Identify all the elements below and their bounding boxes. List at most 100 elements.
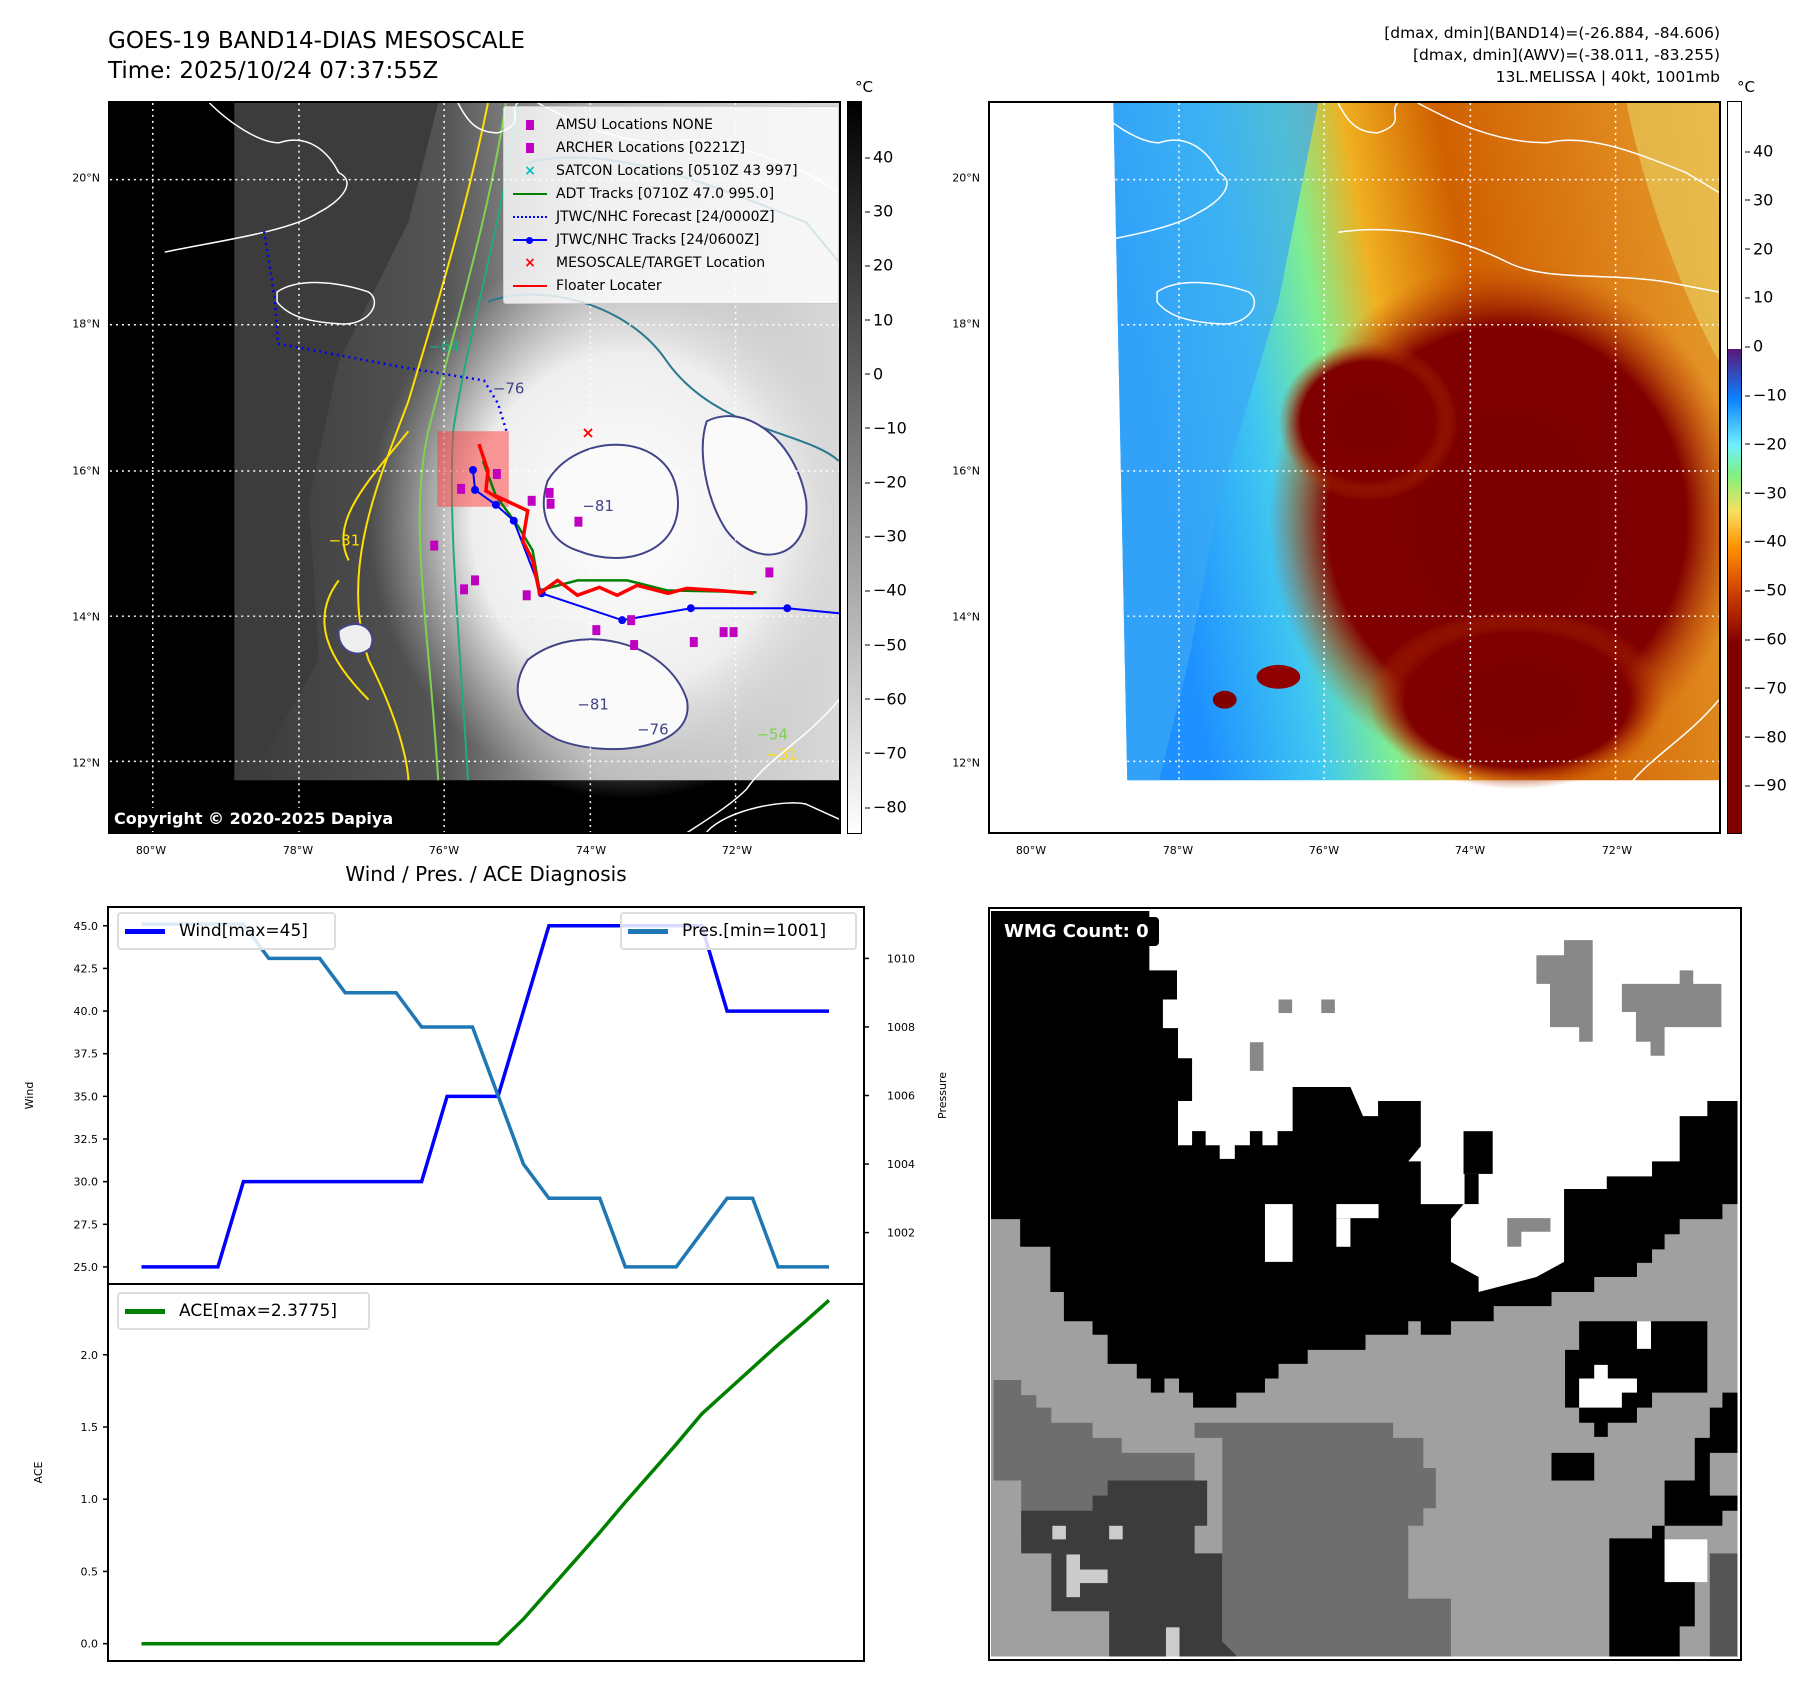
y-axis-label: Wind xyxy=(23,1082,36,1110)
ir-colorbar-tick: 30 xyxy=(864,201,894,221)
legend-label: ARCHER Locations [0221Z] xyxy=(556,139,746,156)
left-map-lon-label: 80°W xyxy=(135,844,167,857)
left-map-lon-label: 74°W xyxy=(575,844,607,857)
ir-colorbar-tick: −10 xyxy=(865,418,907,438)
wmg-grid xyxy=(991,911,1738,1657)
wmg-cell xyxy=(1463,1131,1493,1174)
chart-title: Wind / Pres. / ACE Diagnosis xyxy=(345,862,627,886)
legend-item-satcon: × SATCON Locations [0510Z 43 997] xyxy=(512,159,830,182)
awv-colorbar-tick: −40 xyxy=(1745,531,1787,551)
title-timestamp: Time: 2025/10/24 07:37:55Z xyxy=(108,58,439,84)
y-tick-label: 32.5 xyxy=(74,1133,99,1146)
left-map-lat-label: 16°N xyxy=(72,464,100,478)
ir-colorbar-tick: −70 xyxy=(865,743,907,763)
y-tick-label: 35.0 xyxy=(74,1090,99,1103)
legend-label: SATCON Locations [0510Z 43 997] xyxy=(556,162,798,179)
contour-label: −31 xyxy=(329,532,360,550)
ir-colorbar-tick: −30 xyxy=(865,526,907,546)
contour-navy xyxy=(337,623,374,655)
awv-colorbar-tick: −70 xyxy=(1745,678,1787,698)
figure-title: GOES-19 BAND14-DIAS MESOSCALE Time: 2025/… xyxy=(108,26,525,86)
wind-line-icon xyxy=(125,928,165,934)
pressure-legend-label: Pres.[min=1001] xyxy=(682,921,827,941)
wmg-class-dark xyxy=(1709,1553,1738,1657)
ace-line-icon xyxy=(125,1308,165,1314)
contour-navy xyxy=(701,415,808,556)
awv-colorbar-tick: −60 xyxy=(1745,629,1787,649)
y-tick-label: 25.0 xyxy=(74,1261,99,1274)
wmg-class-pale xyxy=(1052,1525,1180,1657)
ir-colorbar xyxy=(847,101,862,834)
clear-sky-region xyxy=(234,103,439,781)
contour-label: −76 xyxy=(637,721,668,739)
wmg-panel xyxy=(988,907,1742,1661)
awv-colorbar-tick: 40 xyxy=(1744,141,1774,161)
y-axis-label: ACE xyxy=(32,1461,45,1483)
ir-colorbar-tick: −80 xyxy=(865,797,907,817)
ir-colorbar-tick: 20 xyxy=(864,255,894,275)
contour-label: −54 xyxy=(756,726,787,744)
contour-green xyxy=(418,103,507,781)
awv-colorbar xyxy=(1727,101,1742,834)
pressure-legend: Pres.[min=1001] xyxy=(620,912,857,950)
legend-item-amsu: AMSU Locations NONE xyxy=(512,113,830,136)
wmg-count-badge: WMG Count: 0 xyxy=(994,917,1159,946)
square-marker-icon xyxy=(512,142,548,153)
legend-label: ADT Tracks [0710Z 47.0 995.0] xyxy=(556,185,775,202)
legend-label: MESOSCALE/TARGET Location xyxy=(556,254,766,271)
y-right-tick-label: 1002 xyxy=(887,1227,915,1240)
right-map-lon-label: 76°W xyxy=(1308,844,1340,857)
ir-colorbar-tick: 10 xyxy=(864,310,894,329)
cold-cloud-core xyxy=(1367,610,1667,790)
y-tick-label: 27.5 xyxy=(74,1218,99,1231)
ace-legend-label: ACE[max=2.3775] xyxy=(179,1301,337,1321)
legend-item-jtwc-tracks: JTWC/NHC Tracks [24/0600Z] xyxy=(512,228,830,251)
ir-colorbar-tick: −40 xyxy=(865,580,907,600)
legend-label: Floater Locater xyxy=(556,277,662,294)
wmg-cell xyxy=(1464,1173,1479,1205)
coastlines xyxy=(1044,103,1719,832)
ir-colorbar-tick: 40 xyxy=(864,147,894,167)
y-tick-label: 1.0 xyxy=(81,1493,99,1506)
y-tick-label: 30.0 xyxy=(74,1176,99,1189)
wmg-cell xyxy=(1579,1364,1637,1408)
wmg-cell xyxy=(1664,1539,1708,1583)
y-tick-label: 0.5 xyxy=(81,1565,99,1578)
awv-colorbar-tick: −90 xyxy=(1745,775,1787,795)
wmg-cell xyxy=(1264,1204,1293,1262)
diagnosis-chart: 25.0 27.5 30.0 32.5 35.0 37.5 40.0 42.5 45.0 Wind… xyxy=(23,906,949,1662)
right-map-lon-label: 78°W xyxy=(1162,844,1194,857)
wmg-class-mid xyxy=(1194,1422,1451,1657)
solid-line-icon xyxy=(512,284,548,287)
contour-navy xyxy=(543,443,679,559)
y-right-tick-label: 1008 xyxy=(887,1021,915,1034)
contour-label: −64 xyxy=(428,338,459,356)
warm-band xyxy=(1626,103,1719,362)
awv-colorbar-tick: −10 xyxy=(1745,385,1787,405)
awv-range: [dmax, dmin](AWV)=(-38.011, -83.255) xyxy=(1413,46,1720,64)
right-map-lat-label: 16°N xyxy=(952,464,980,478)
legend-item-archer: ARCHER Locations [0221Z] xyxy=(512,136,830,159)
wind-legend-label: Wind[max=45] xyxy=(179,921,308,941)
mesoscale-target-marker: × xyxy=(581,423,594,442)
wmg-cell xyxy=(1636,1321,1652,1349)
storm-info: 13L.MELISSA | 40kt, 1001mb xyxy=(1495,68,1720,86)
legend-item-mesoscale: × MESOSCALE/TARGET Location xyxy=(512,251,830,274)
copyright-notice: Copyright © 2020-2025 Dapiya xyxy=(110,808,398,829)
band14-range: [dmax, dmin](BAND14)=(-26.884, -84.606) xyxy=(1384,24,1720,42)
wmg-class-gray xyxy=(1249,940,1722,1247)
contour-yellow xyxy=(357,103,489,781)
left-colorbar-unit: °C xyxy=(855,78,873,96)
left-map-lat-label: 14°N xyxy=(72,610,100,624)
y-right-tick-label: 1010 xyxy=(887,952,915,965)
awv-map xyxy=(990,103,1719,832)
awv-colorbar-tick: −80 xyxy=(1745,727,1787,747)
awv-map-panel xyxy=(988,101,1721,834)
legend-item-adt: ADT Tracks [0710Z 47.0 995.0] xyxy=(512,182,830,205)
awv-colorbar-tick: −20 xyxy=(1745,434,1787,454)
y-tick-label: 45.0 xyxy=(74,920,99,933)
cold-cloud-core xyxy=(1278,341,1458,501)
right-map-lat-label: 12°N xyxy=(952,756,980,770)
left-map-lon-label: 72°W xyxy=(721,844,753,857)
y-tick-label: 37.5 xyxy=(74,1048,99,1061)
